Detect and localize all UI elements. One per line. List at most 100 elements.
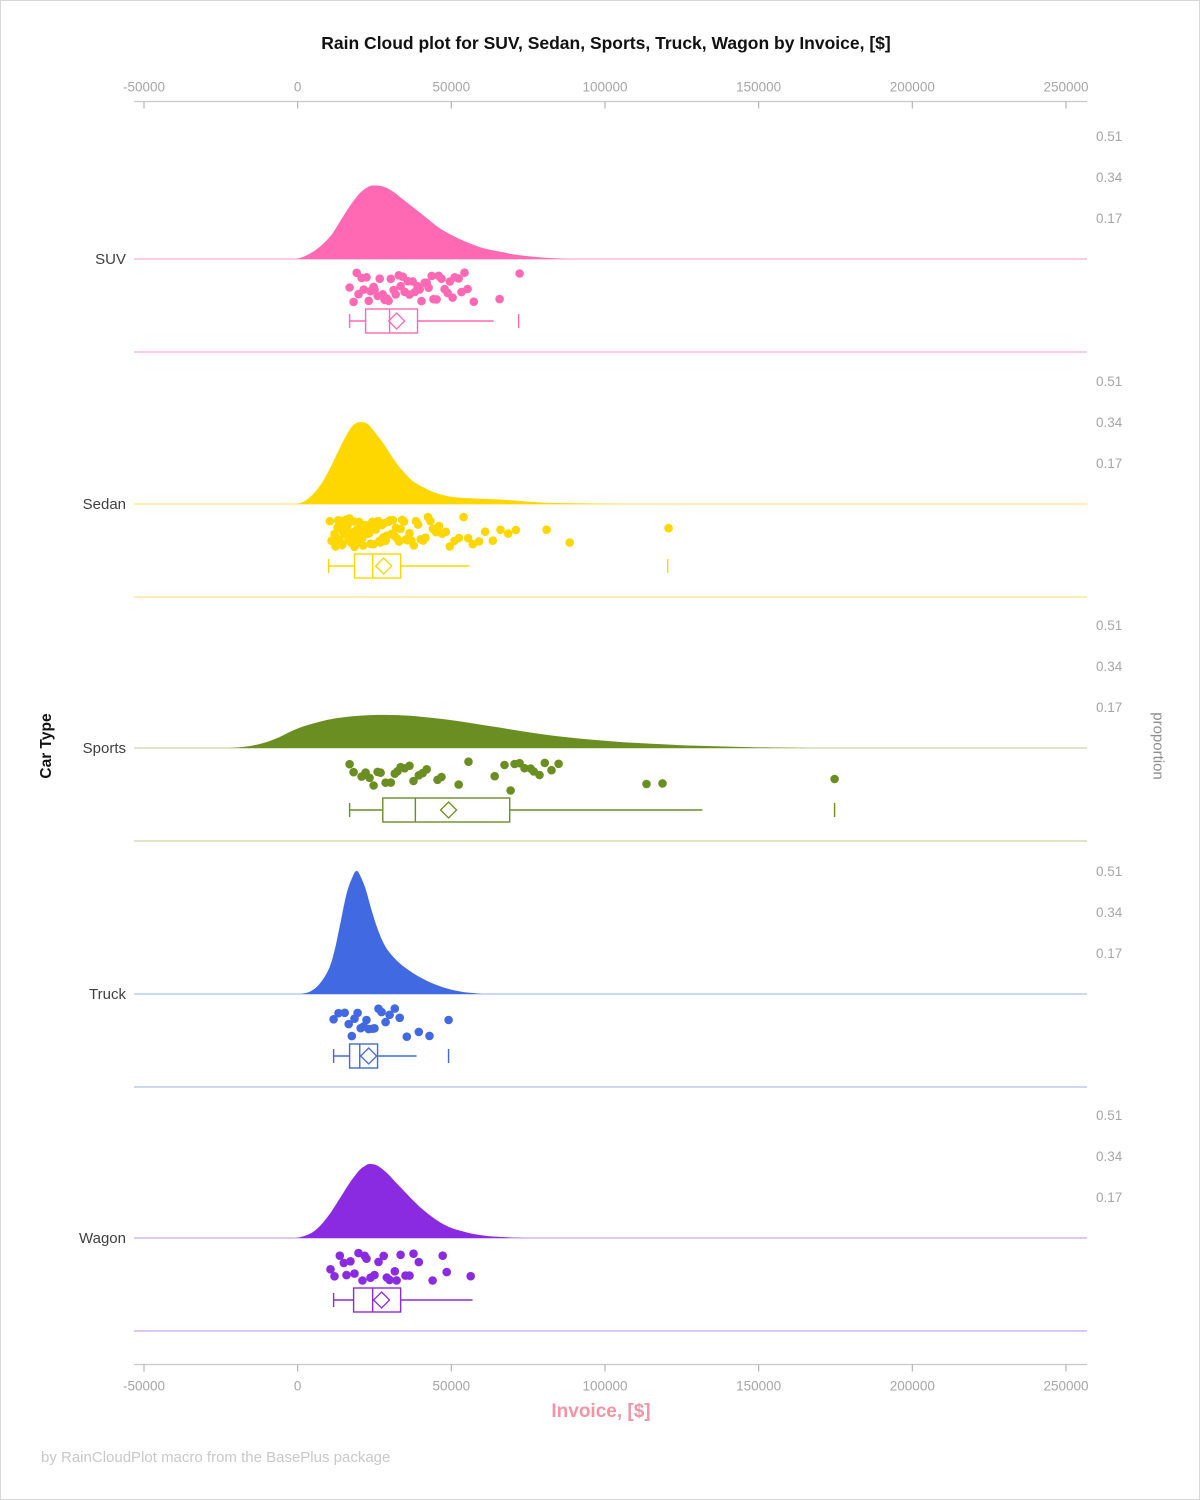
rain-point-wagon [362, 1254, 371, 1263]
top-axis-tick-label: -50000 [123, 80, 165, 95]
rain-point-sports [547, 765, 556, 775]
rain-point-sports [642, 779, 651, 789]
proportion-tick-label: 0.34 [1096, 905, 1123, 920]
bottom-axis-tick-label: 50000 [433, 1379, 471, 1394]
rain-point-sedan [463, 533, 473, 543]
rain-point-sports [464, 757, 473, 766]
proportion-tick-label: 0.34 [1096, 170, 1123, 185]
rain-point-wagon [396, 1250, 405, 1260]
right-axis-label: proportion [1149, 712, 1167, 780]
rain-point-sports [437, 772, 446, 782]
rain-point-sedan [511, 525, 521, 535]
rain-point-sports [506, 786, 515, 795]
rain-point-wagon [442, 1267, 452, 1277]
rain-point-truck [444, 1015, 453, 1025]
bottom-axis-tick-label: 0 [294, 1379, 302, 1394]
proportion-tick-label: 0.34 [1096, 1149, 1123, 1164]
rain-point-wagon [379, 1251, 389, 1261]
rain-point-sports [658, 779, 667, 788]
bottom-axis-tick-label: 200000 [890, 1379, 935, 1394]
box-plot-sedan-iqr-box [353, 553, 402, 579]
proportion-tick-label: 0.51 [1096, 129, 1122, 144]
proportion-tick-label: 0.17 [1096, 211, 1122, 226]
rain-point-sedan [426, 516, 435, 526]
rain-point-sports [409, 776, 418, 786]
chart-title: Rain Cloud plot for SUV, Sedan, Sports, … [321, 33, 891, 53]
proportion-tick-label: 0.51 [1096, 864, 1122, 879]
rain-point-suv [469, 297, 479, 307]
rain-point-sedan [405, 528, 414, 538]
rain-point-truck [377, 1007, 386, 1017]
rain-point-sedan [454, 533, 464, 543]
rain-point-suv [437, 274, 446, 284]
rain-point-wagon [385, 1275, 394, 1285]
proportion-tick-label: 0.17 [1096, 1190, 1122, 1205]
rain-point-wagon [346, 1257, 355, 1266]
bottom-axis-tick-label: 250000 [1043, 1379, 1088, 1394]
rain-point-wagon [330, 1272, 339, 1281]
category-label-sedan: Sedan [83, 496, 126, 513]
box-plot-truck-iqr-box [348, 1043, 379, 1069]
proportion-tick-label: 0.51 [1096, 374, 1122, 389]
rain-point-suv [362, 273, 371, 282]
proportion-tick-label: 0.51 [1096, 1108, 1122, 1123]
rain-point-truck [344, 1019, 354, 1029]
rain-point-sports [376, 768, 385, 777]
rain-point-suv [384, 296, 393, 306]
rain-point-suv [386, 274, 396, 284]
rain-point-suv [463, 284, 472, 294]
rain-point-truck [414, 1027, 424, 1037]
proportion-tick-label: 0.17 [1096, 700, 1122, 715]
rain-point-wagon [392, 1276, 401, 1285]
box-plot-wagon-mean-diamond [372, 1291, 391, 1309]
rain-point-sports [535, 770, 544, 780]
rain-point-sports [345, 759, 354, 769]
rain-point-suv [359, 285, 369, 294]
rain-point-sports [830, 774, 839, 784]
rain-point-sedan [396, 524, 405, 534]
rain-point-sedan [388, 515, 398, 525]
rain-point-suv [349, 297, 358, 307]
rain-point-sports [520, 763, 529, 773]
rain-point-sedan [565, 538, 574, 547]
rain-point-sedan [409, 541, 419, 550]
rain-point-sports [405, 761, 414, 771]
bottom-axis-tick-label: 150000 [736, 1379, 781, 1394]
rain-point-wagon [335, 1251, 345, 1260]
top-axis-tick-label: 0 [294, 80, 302, 95]
rain-point-sedan [664, 523, 673, 533]
rain-point-sedan [394, 537, 404, 546]
x-axis-label: Invoice, [$] [551, 1401, 651, 1422]
rain-point-wagon [409, 1249, 418, 1258]
rain-point-sedan [434, 521, 444, 531]
rain-point-truck [334, 1008, 343, 1018]
rain-point-sedan [474, 537, 484, 546]
box-plot-truck-mean-diamond [359, 1047, 378, 1065]
rain-point-sports [386, 778, 396, 787]
rain-point-wagon [374, 1257, 383, 1267]
rain-point-suv [391, 290, 401, 299]
rain-point-wagon [466, 1271, 476, 1281]
rain-point-sedan [503, 529, 513, 538]
rain-point-wagon [414, 1257, 424, 1267]
rain-point-truck [329, 1015, 338, 1024]
top-axis-tick-label: 200000 [890, 80, 935, 95]
rain-point-sedan [399, 517, 409, 526]
proportion-tick-label: 0.17 [1096, 946, 1122, 961]
category-label-truck: Truck [89, 986, 126, 1003]
rain-point-truck [353, 1008, 362, 1018]
rain-point-truck [381, 1017, 390, 1027]
rain-point-truck [385, 1010, 394, 1020]
box-plot-sports-mean-diamond [439, 801, 458, 819]
rain-point-suv [364, 296, 374, 306]
rain-point-suv [432, 295, 441, 304]
box-plot-sports-iqr-box [382, 797, 511, 823]
rain-point-sports [490, 771, 500, 781]
rain-point-suv [424, 283, 433, 293]
rain-point-truck [425, 1031, 434, 1041]
rain-point-sports [540, 758, 550, 768]
rain-point-sedan [459, 512, 468, 522]
rain-point-wagon [370, 1270, 379, 1280]
